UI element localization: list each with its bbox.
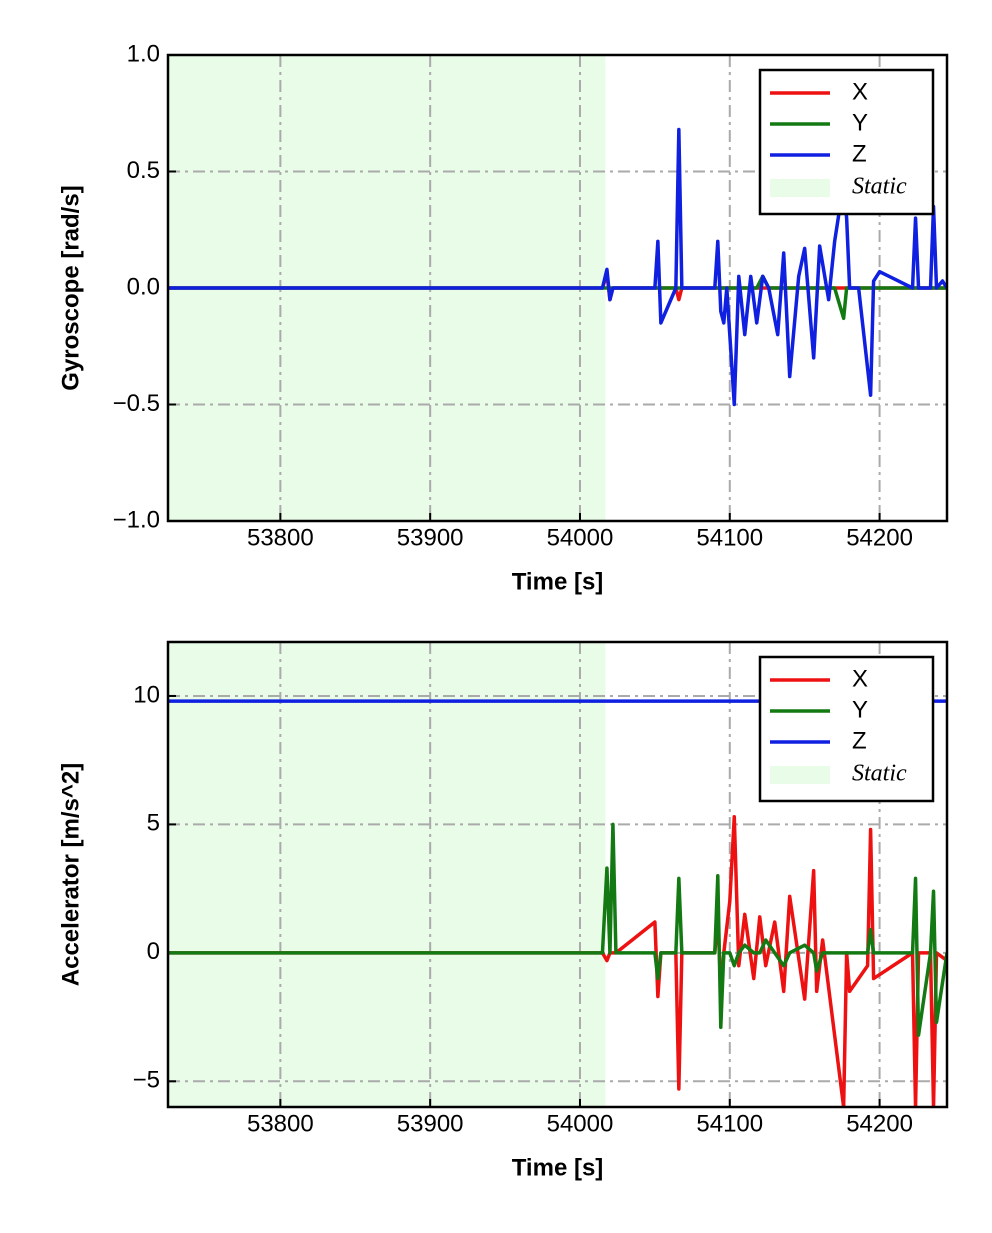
x-tick-label: 53900 xyxy=(397,1110,464,1137)
x-tick-label: 54200 xyxy=(846,1110,913,1137)
y-tick-label: −0.5 xyxy=(113,390,160,417)
static-region xyxy=(168,642,606,1107)
y-tick-label: 10 xyxy=(133,681,160,708)
x-tick-label: 54000 xyxy=(547,524,614,551)
legend-label: Z xyxy=(852,140,867,167)
legend-swatch xyxy=(770,766,830,784)
legend-swatch xyxy=(770,179,830,197)
legend: XYZ Static xyxy=(758,655,935,803)
y-tick-label: −5 xyxy=(133,1067,160,1094)
y-tick-label: −1.0 xyxy=(113,506,160,533)
x-tick-label: 54100 xyxy=(696,524,763,551)
y-axis-label: Accelerator [m/s^2] xyxy=(57,763,84,986)
legend-label: X xyxy=(852,665,868,692)
legend-label: Static xyxy=(852,174,907,200)
y-tick-label: 0 xyxy=(147,938,160,965)
axes-frame xyxy=(166,640,949,1109)
y-axis-label: Gyroscope [rad/s] xyxy=(57,185,84,390)
legend-label: Static xyxy=(852,761,907,787)
x-tick-label: 54100 xyxy=(696,1110,763,1137)
series-line xyxy=(168,127,947,407)
legend-label: Z xyxy=(852,727,867,754)
legend-label: X xyxy=(852,78,868,105)
subplot: 53800 53900 54000 54100 54200 −5 0 5 10 Time [s] A… xyxy=(57,640,949,1181)
series-line xyxy=(168,814,947,1107)
y-tick-label: 1.0 xyxy=(127,40,160,67)
series-line xyxy=(168,822,947,1037)
x-tick-label: 53800 xyxy=(247,524,314,551)
subplot: 53800 53900 54000 54100 54200 −1.0 −0.5 0.0 0.5 1… xyxy=(57,40,949,595)
series-line xyxy=(168,274,947,321)
legend-label: Y xyxy=(852,696,868,723)
y-tick-label: 0.5 xyxy=(127,157,160,184)
x-tick-label: 54200 xyxy=(846,524,913,551)
x-axis-label: Time [s] xyxy=(512,568,604,595)
x-tick-label: 53900 xyxy=(397,524,464,551)
y-tick-label: 5 xyxy=(147,810,160,837)
legend: XYZ Static xyxy=(758,68,935,216)
x-axis-label: Time [s] xyxy=(512,1154,604,1181)
legend-label: Y xyxy=(852,109,868,136)
axes-frame xyxy=(166,53,949,523)
x-tick-label: 53800 xyxy=(247,1110,314,1137)
x-tick-label: 54000 xyxy=(547,1110,614,1137)
y-tick-label: 0.0 xyxy=(127,273,160,300)
